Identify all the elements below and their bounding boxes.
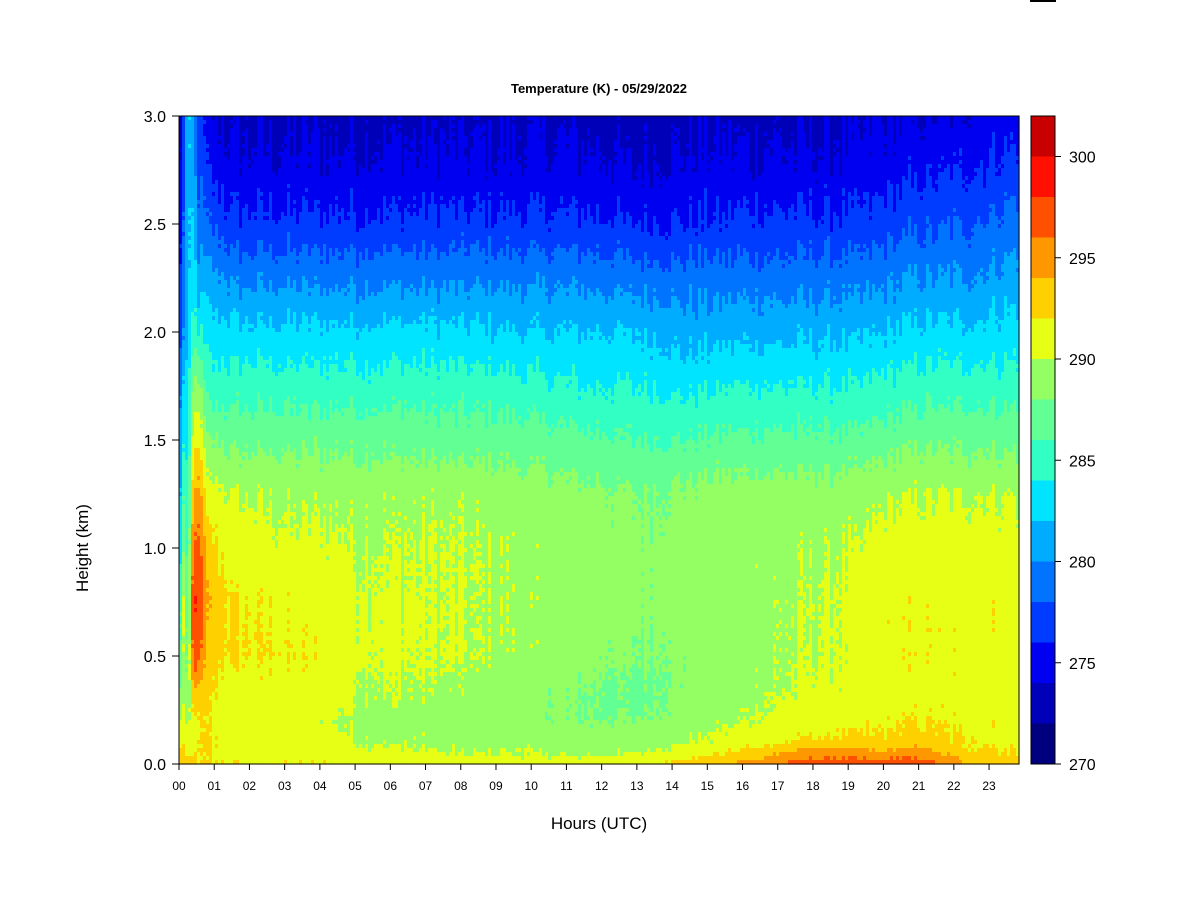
colorbar-segment [1031,481,1055,522]
x-tick-label: 04 [313,779,327,793]
x-tick-label: 10 [525,779,539,793]
corner-mark [1030,0,1056,2]
x-tick-label: 13 [630,779,644,793]
colorbar-segment [1031,197,1055,238]
colorbar-tick-label: 300 [1069,150,1096,167]
colorbar-segment [1031,359,1055,400]
x-tick-label: 03 [278,779,292,793]
chart-title: Temperature (K) - 05/29/2022 [511,81,687,96]
x-tick-label: 17 [771,779,785,793]
y-tick-label: 3.0 [144,109,166,126]
colorbar: 270 275 280 285 290 295 300 [1031,116,1096,774]
colorbar-segment [1031,683,1055,724]
y-tick-label: 1.0 [144,541,166,558]
colorbar-segment [1031,562,1055,603]
x-tick-label: 07 [419,779,433,793]
colorbar-tick-label: 275 [1069,656,1096,673]
x-tick-label: 08 [454,779,468,793]
y-tick-label: 1.5 [144,433,166,450]
colorbar-tick-label: 280 [1069,555,1096,572]
colorbar-segment [1031,157,1055,198]
y-tick-label: 0.5 [144,649,166,666]
x-tick-label: 11 [560,779,573,793]
x-tick-label: 19 [842,779,856,793]
heatmap-field [179,116,1020,765]
x-tick-label: 23 [982,779,996,793]
colorbar-segment [1031,278,1055,319]
colorbar-segment [1031,238,1055,279]
x-tick-label: 15 [701,779,715,793]
y-axis-label: Height (km) [73,504,92,592]
y-tick-label: 2.0 [144,325,166,342]
x-tick-label: 09 [489,779,503,793]
colorbar-tick-label: 285 [1069,453,1096,470]
colorbar-segment [1031,116,1055,157]
colorbar-segment [1031,643,1055,684]
colorbar-segment [1031,602,1055,643]
x-tick-label: 20 [877,779,891,793]
x-tick-label: 01 [208,779,222,793]
colorbar-segment [1031,319,1055,360]
x-axis-label: Hours (UTC) [551,814,647,833]
y-axis: 0.0 0.5 1.0 1.5 2.0 2.5 3.0 [144,109,179,774]
x-tick-label: 22 [947,779,961,793]
x-tick-label: 16 [736,779,750,793]
x-tick-label: 06 [384,779,398,793]
colorbar-tick-label: 295 [1069,251,1096,268]
colorbar-segment [1031,440,1055,481]
x-tick-label: 02 [243,779,257,793]
colorbar-segment [1031,400,1055,441]
x-tick-label: 12 [595,779,609,793]
y-tick-label: 0.0 [144,757,166,774]
colorbar-segment [1031,724,1055,765]
x-tick-label: 00 [172,779,186,793]
x-axis: 00 01 02 03 04 05 06 07 08 09 10 11 12 13 14 15 16 17 18 19… [172,764,996,793]
colorbar-tick-label: 270 [1069,757,1096,774]
x-tick-label: 21 [912,779,926,793]
colorbar-tick-label: 290 [1069,352,1096,369]
y-tick-label: 2.5 [144,217,166,234]
x-tick-label: 05 [348,779,362,793]
x-tick-label: 14 [665,779,679,793]
x-tick-label: 18 [806,779,820,793]
colorbar-segment [1031,521,1055,562]
